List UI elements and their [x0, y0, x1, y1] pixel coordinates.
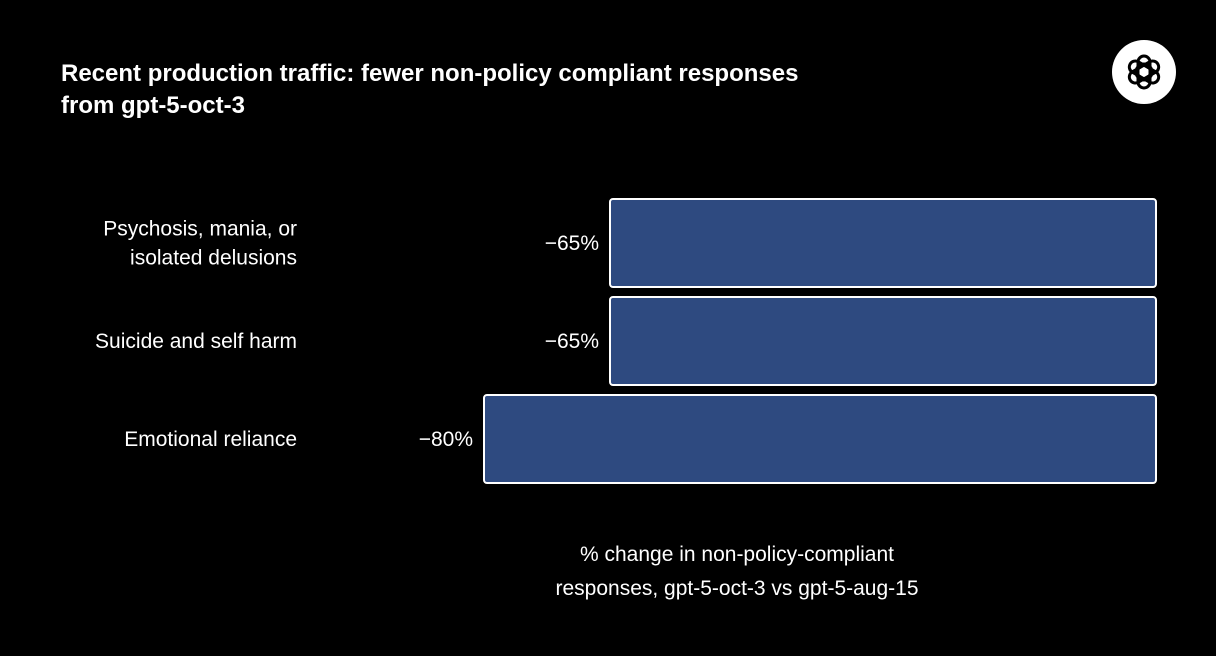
category-label: Suicide and self harm: [95, 330, 297, 353]
category-label: Emotional reliance: [124, 428, 297, 451]
x-axis-label-line-2: responses, gpt-5-oct-3 vs gpt-5-aug-15: [555, 577, 919, 600]
value-label: −80%: [419, 428, 473, 451]
x-axis-label-line-1: % change in non-policy-compliant: [579, 543, 894, 566]
x-axis-label: % change in non-policy-compliant respons…: [437, 538, 1037, 606]
chart-title: Recent production traffic: fewer non-pol…: [61, 60, 799, 119]
value-label: −65%: [545, 330, 599, 353]
openai-logo-icon: [1112, 40, 1176, 104]
bar: [609, 296, 1157, 386]
value-label: −65%: [545, 232, 599, 255]
category-label: isolated delusions: [130, 247, 297, 270]
bar: [483, 394, 1157, 484]
category-label: Psychosis, mania, or: [103, 218, 297, 241]
bar: [609, 198, 1157, 288]
